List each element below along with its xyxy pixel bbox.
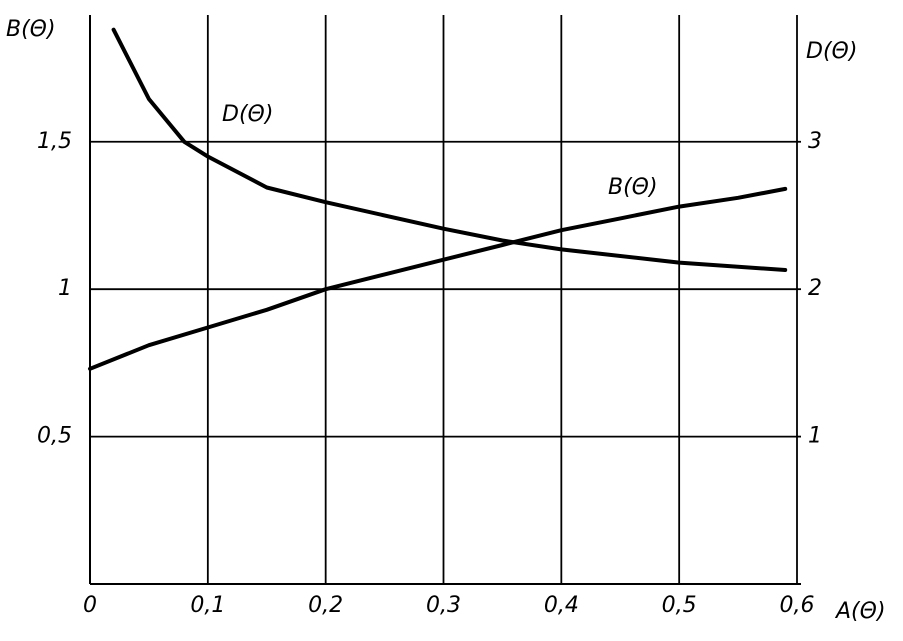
x-tick-label: 0,5	[662, 593, 697, 618]
x-tick-label: 0,4	[544, 593, 579, 618]
y-tick-label: 1	[58, 276, 72, 301]
x-tick-label: 0,2	[308, 593, 343, 618]
y-axis-label: B(Θ)	[6, 17, 56, 42]
y-tick-label: 0,5	[37, 424, 72, 449]
x-axis-label: A(Θ)	[834, 599, 886, 624]
y-tick-label: 1,5	[37, 129, 72, 154]
line	[111, 27, 788, 272]
y2-tick-label: 1	[808, 424, 822, 449]
series-label: D(Θ)	[222, 102, 273, 127]
x-tick-label: 0,6	[780, 593, 815, 618]
y2-axis-label: D(Θ)	[806, 39, 857, 64]
line	[88, 186, 788, 371]
series-label: B(Θ)	[608, 175, 658, 200]
y2-tick-label: 3	[808, 129, 822, 154]
y2-tick-label: 2	[808, 276, 822, 301]
x-tick-label: 0,1	[190, 593, 225, 618]
x-tick-label: 0	[83, 593, 97, 618]
x-tick-label: 0,3	[426, 593, 461, 618]
